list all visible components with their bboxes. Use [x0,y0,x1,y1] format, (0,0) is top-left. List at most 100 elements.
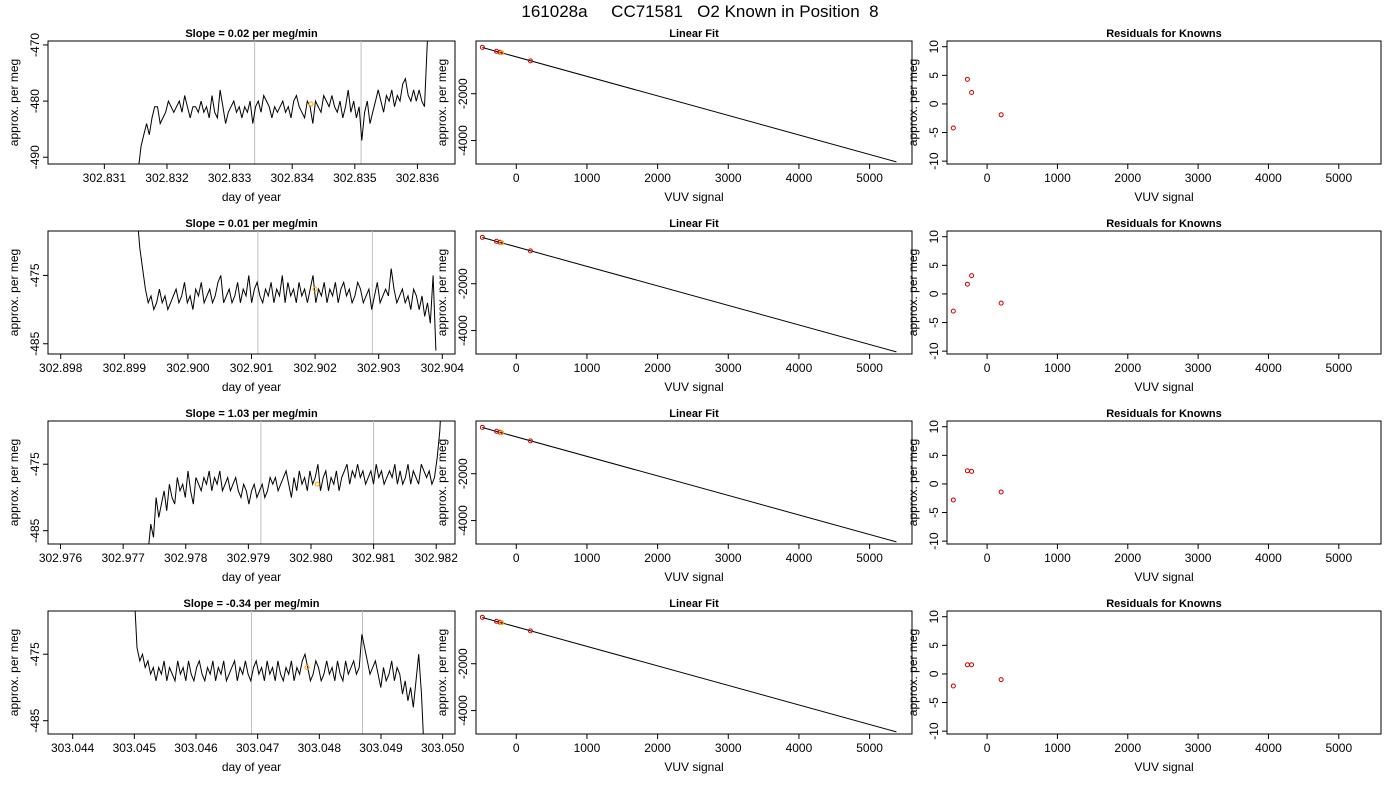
x-tick-label: 3000 [1185,361,1212,375]
known-point [479,44,485,50]
x-tick-label: 302.982 [415,551,459,565]
unknown-point [499,240,505,246]
x-tick-label: 302.977 [101,551,145,565]
plot-area [479,44,897,163]
y-tick-label: 10 [927,230,941,244]
panel-title: Linear Fit [669,28,719,40]
x-tick-label: 303.044 [51,741,95,755]
known-point [479,424,485,430]
y-axis-label: approx. per meg [435,59,449,146]
x-tick-label: 0 [984,361,991,375]
y-tick-label: -10 [927,342,941,360]
chart-linear-fit-row1: Linear Fit 0 1000 2000 3000 4000 5000 VUV signa… [435,28,913,204]
known-point [998,112,1004,118]
x-tick-label: 4000 [1255,551,1282,565]
plot-area [950,273,1004,314]
x-tick-label: 3000 [1185,171,1212,185]
y-tick-label: -485 [28,331,42,355]
plot-frame [475,420,913,545]
x-tick-label: 0 [984,171,991,185]
x-axis-label: VUV signal [1134,760,1193,774]
panel-title: Slope = 1.03 per meg/min [185,408,318,420]
y-tick-label: -475 [28,642,42,666]
x-tick-label: 3000 [1185,551,1212,565]
x-axis-label: VUV signal [664,760,723,774]
chart-residuals-row1: Residuals for Knowns 0 1000 2000 3000 4000 500… [906,28,1382,204]
panel-title: Residuals for Knowns [1106,408,1222,420]
panel-title: Slope = 0.01 per meg/min [185,218,318,230]
y-tick-label: -10 [927,152,941,170]
page-title: 161028a CC71581 O2 Known in Position 8 [521,2,879,21]
known-point [969,662,975,668]
chart-linear-fit-row2: Linear Fit 0 1000 2000 3000 4000 5000 VUV signa… [435,218,913,394]
y-axis-label: approx. per meg [435,439,449,526]
x-tick-label: 0 [513,171,520,185]
known-point [998,489,1004,495]
known-point [527,248,533,254]
x-tick-label: 5000 [856,171,883,185]
unknown-point [499,50,505,56]
plot-frame [946,230,1382,355]
known-point [479,234,485,240]
known-point [950,308,956,314]
chart-linear-fit-row4: Linear Fit 0 1000 2000 3000 4000 5000 VUV signa… [435,598,913,774]
plot-frame [946,610,1382,735]
x-tick-label: 302.980 [289,551,333,565]
x-tick-label: 4000 [786,741,813,755]
x-tick-label: 302.833 [208,171,252,185]
x-axis-label: VUV signal [664,190,723,204]
y-tick-label: -475 [28,263,42,287]
y-axis-label: approx. per meg [906,59,920,146]
x-tick-label: 302.976 [39,551,83,565]
y-axis-label: approx. per meg [7,629,21,716]
chart-time-series-row2: Slope = 0.01 per meg/min 302.898 302.899 30… [7,218,464,394]
y-tick-label: -5 [927,127,941,138]
plot-frame [47,230,456,355]
y-axis-label: approx. per meg [906,439,920,526]
panel-title: Residuals for Knowns [1106,218,1222,230]
x-tick-label: 2000 [644,361,671,375]
plot-area [479,424,897,543]
chart-linear-fit-row3: Linear Fit 0 1000 2000 3000 4000 5000 VUV signa… [435,408,913,584]
x-tick-label: 4000 [1255,741,1282,755]
known-point [964,468,970,474]
y-tick-label: -5 [927,697,941,708]
x-tick-label: 303.049 [359,741,403,755]
x-tick-label: 4000 [786,171,813,185]
x-axis-label: VUV signal [664,570,723,584]
known-point [964,76,970,82]
unknown-point [499,430,505,436]
known-point [527,628,533,634]
x-tick-label: 303.050 [421,741,465,755]
y-tick-label: 5 [927,642,941,649]
x-tick-label: 302.834 [271,171,315,185]
chart-time-series-row4: Slope = -0.34 per meg/min 303.044 303.045 3… [7,598,465,774]
y-tick-label: -4000 [456,125,470,156]
x-tick-label: 302.979 [227,551,271,565]
known-point [969,468,975,474]
y-axis-label: approx. per meg [7,249,21,336]
plot-area [134,611,424,734]
x-tick-label: 1000 [574,361,601,375]
x-tick-label: 302.978 [164,551,208,565]
y-axis-label: approx. per meg [906,249,920,336]
x-tick-label: 5000 [1325,171,1352,185]
plot-area [148,421,441,544]
chart-time-series-row3: Slope = 1.03 per meg/min 302.976 302.977 30… [7,408,459,584]
y-tick-label: -485 [28,708,42,732]
y-tick-label: 5 [927,452,941,459]
plot-frame [946,420,1382,545]
y-tick-label: -480 [28,89,42,113]
x-tick-label: 2000 [1114,741,1141,755]
y-tick-label: -475 [28,452,42,476]
plot-area [479,234,897,353]
x-tick-label: 2000 [644,551,671,565]
x-tick-label: 302.902 [293,361,337,375]
x-tick-label: 302.900 [166,361,210,375]
x-tick-label: 1000 [574,741,601,755]
y-tick-label: 10 [927,40,941,54]
known-point [969,89,975,95]
x-tick-label: 302.836 [396,171,440,185]
x-tick-label: 4000 [1255,361,1282,375]
y-tick-label: 5 [927,262,941,269]
